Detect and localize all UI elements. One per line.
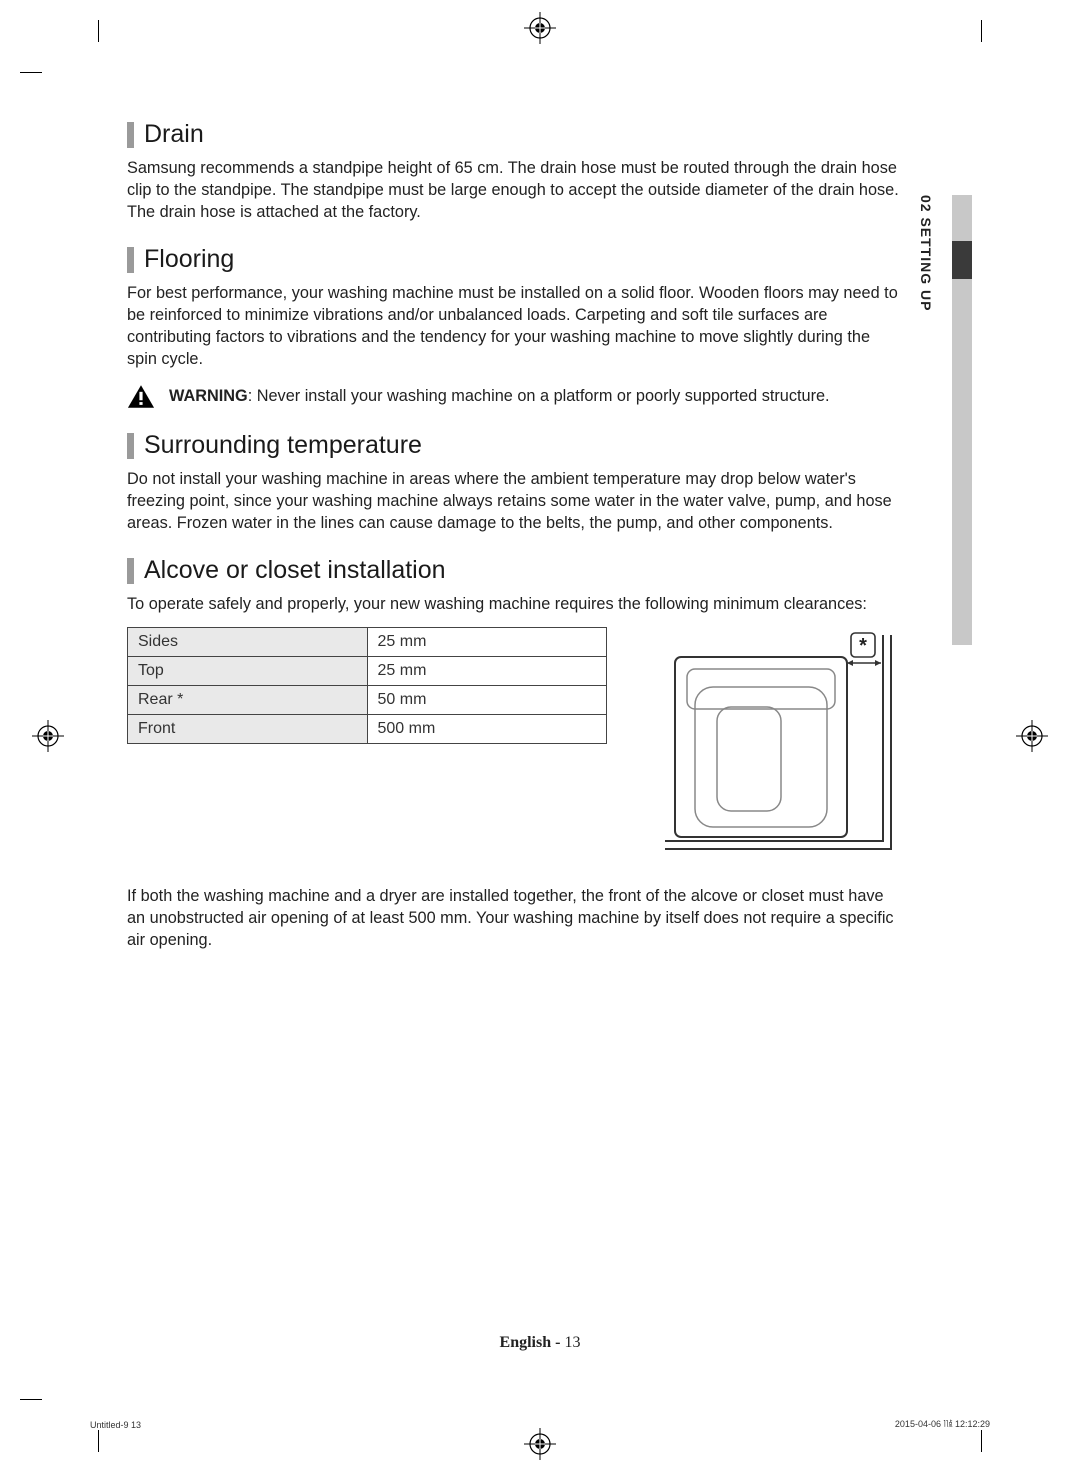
tab-label: 02 SETTING UP xyxy=(918,195,934,311)
doc-meta-right: 2015-04-06 ㍣ 12:12:29 xyxy=(895,1417,990,1430)
asterisk-label: * xyxy=(859,635,867,657)
registration-mark-icon xyxy=(1016,720,1048,752)
table-row: Top 25 mm xyxy=(128,657,607,686)
warning-label: WARNING xyxy=(169,387,248,405)
heading-alcove: Alcove or closet installation xyxy=(127,556,899,585)
alcove-after: If both the washing machine and a dryer … xyxy=(127,885,899,951)
cell-value: 25 mm xyxy=(367,628,607,657)
heading-text: Flooring xyxy=(144,245,234,274)
drain-text: Samsung recommends a standpipe height of… xyxy=(127,157,899,223)
heading-bar xyxy=(127,433,134,459)
warning-text: WARNING: Never install your washing mach… xyxy=(169,387,830,406)
crop-mark xyxy=(981,20,982,42)
washer-clearance-diagram: * xyxy=(657,627,897,857)
heading-bar xyxy=(127,247,134,273)
page-content: Drain Samsung recommends a standpipe hei… xyxy=(127,120,899,955)
heading-drain: Drain xyxy=(127,120,899,149)
cell-label: Front xyxy=(128,715,368,744)
heading-text: Surrounding temperature xyxy=(144,431,422,460)
cell-label: Top xyxy=(128,657,368,686)
cell-value: 50 mm xyxy=(367,686,607,715)
heading-flooring: Flooring xyxy=(127,245,899,274)
warning-body: : Never install your washing machine on … xyxy=(248,387,830,405)
chapter-tab: 02 SETTING UP xyxy=(912,195,972,645)
table-row: Rear * 50 mm xyxy=(128,686,607,715)
heading-text: Drain xyxy=(144,120,204,149)
clearance-row: Sides 25 mm Top 25 mm Rear * 50 mm Front… xyxy=(127,627,899,857)
footer-lang: English - xyxy=(500,1334,565,1351)
temperature-text: Do not install your washing machine in a… xyxy=(127,468,899,534)
flooring-text: For best performance, your washing machi… xyxy=(127,282,899,370)
crop-mark xyxy=(20,72,42,73)
warning-row: WARNING: Never install your washing mach… xyxy=(127,384,899,409)
warning-icon xyxy=(127,384,155,409)
registration-mark-icon xyxy=(524,1428,556,1460)
registration-mark-icon xyxy=(32,720,64,752)
footer-page: 13 xyxy=(564,1334,580,1351)
heading-bar xyxy=(127,558,134,584)
cell-label: Rear * xyxy=(128,686,368,715)
heading-bar xyxy=(127,122,134,148)
page-footer: English - 13 xyxy=(0,1334,1080,1352)
tab-bar-dark xyxy=(952,241,972,279)
cell-value: 500 mm xyxy=(367,715,607,744)
heading-text: Alcove or closet installation xyxy=(144,556,446,585)
clearance-table: Sides 25 mm Top 25 mm Rear * 50 mm Front… xyxy=(127,627,607,744)
cell-label: Sides xyxy=(128,628,368,657)
crop-mark xyxy=(98,1430,99,1452)
crop-mark xyxy=(98,20,99,42)
doc-meta-left: Untitled-9 13 xyxy=(90,1420,141,1430)
table-row: Front 500 mm xyxy=(128,715,607,744)
cell-value: 25 mm xyxy=(367,657,607,686)
crop-mark xyxy=(981,1430,982,1452)
heading-temperature: Surrounding temperature xyxy=(127,431,899,460)
table-row: Sides 25 mm xyxy=(128,628,607,657)
crop-mark xyxy=(20,1399,42,1400)
alcove-intro: To operate safely and properly, your new… xyxy=(127,593,899,615)
registration-mark-icon xyxy=(524,12,556,44)
